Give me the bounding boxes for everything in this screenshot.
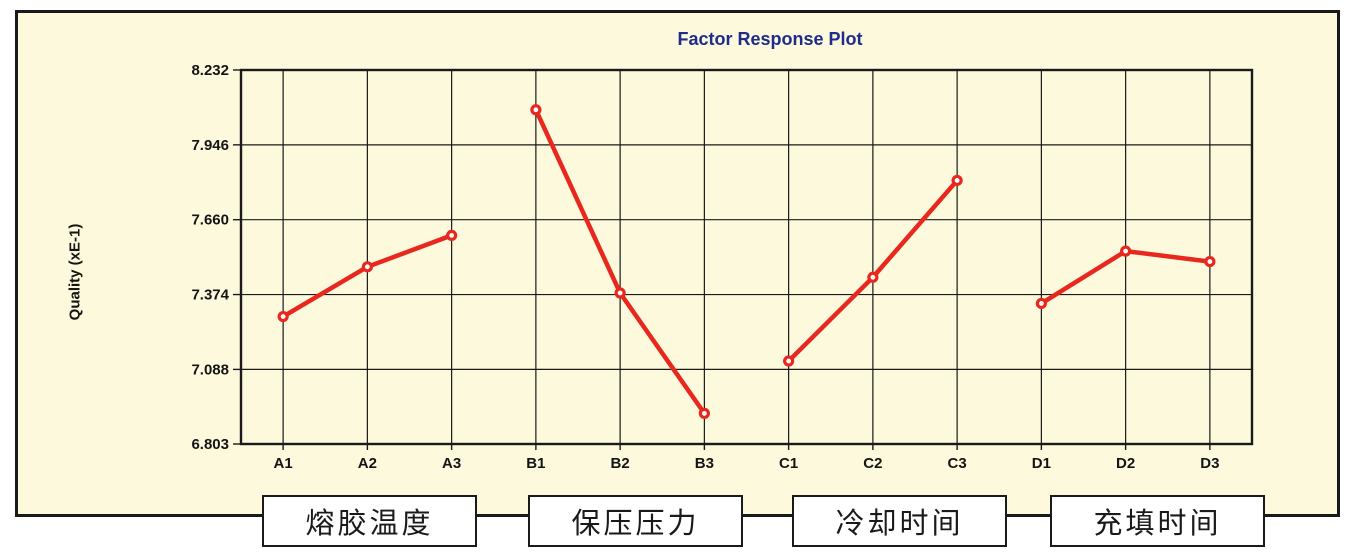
chart-title: Factor Response Plot: [677, 29, 863, 49]
x-tick-label: B2: [611, 455, 630, 472]
x-tick-label: A1: [274, 455, 293, 472]
x-tick-label: C3: [948, 455, 967, 472]
data-point-A1: [277, 310, 289, 323]
factor-box-label: 熔胶温度: [305, 508, 434, 540]
x-tick-label: B1: [526, 455, 545, 472]
data-point-C3: [951, 174, 963, 187]
plot-frame: [239, 68, 1254, 446]
factor-box-filling-time: 充填时间: [1050, 495, 1265, 547]
y-tick-label: 8.232: [191, 62, 229, 79]
factor-box-cooling-time: 冷却时间: [792, 495, 1007, 547]
y-tick-label: 7.374: [191, 287, 229, 304]
data-point-D2: [1120, 245, 1132, 257]
x-tick-label: B3: [695, 455, 714, 472]
x-tick-label: C2: [863, 455, 882, 472]
data-point-A3: [446, 229, 458, 242]
y-tick-label: 6.803: [191, 436, 229, 453]
x-tick-label: A2: [358, 455, 377, 472]
x-tick-label: D1: [1032, 455, 1051, 472]
data-point-B2: [614, 287, 626, 299]
data-point-D1: [1035, 297, 1047, 310]
x-tick-label: C1: [779, 455, 798, 472]
data-point-C2: [867, 271, 879, 283]
factor-box-label: 充填时间: [1093, 508, 1222, 540]
x-tick-label: D3: [1200, 455, 1219, 472]
factor-box-melt-temperature: 熔胶温度: [262, 495, 477, 547]
factor-box-label: 冷却时间: [835, 508, 964, 540]
factor-box-label: 保压压力: [571, 508, 700, 540]
data-point-B3: [698, 407, 710, 419]
chart-panel: [15, 10, 1340, 517]
data-point-D3: [1204, 255, 1216, 268]
y-tick-label: 7.946: [191, 137, 229, 154]
data-point-B1: [530, 104, 542, 116]
y-tick-label: 7.660: [191, 212, 229, 229]
data-point-A2: [361, 261, 373, 273]
factor-box-packing-pressure: 保压压力: [528, 495, 743, 547]
x-tick-label: A3: [442, 455, 461, 472]
y-tick-label: 7.088: [191, 361, 229, 378]
x-tick-label: D2: [1116, 455, 1135, 472]
data-point-C1: [783, 355, 795, 367]
